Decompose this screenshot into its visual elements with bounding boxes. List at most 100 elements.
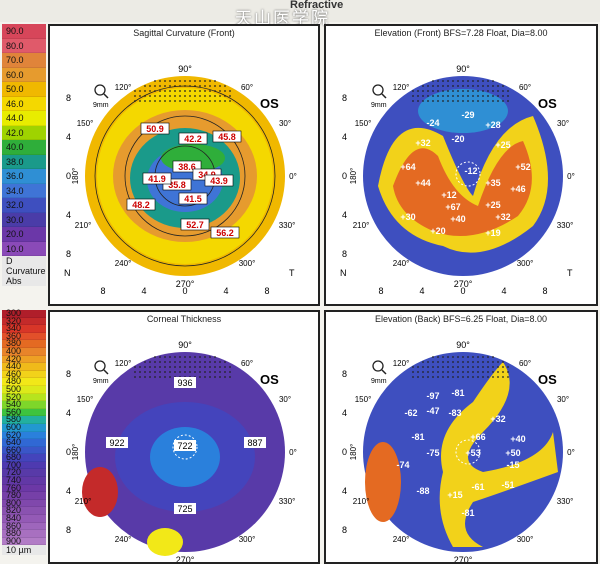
map-value: -24: [426, 118, 439, 128]
zoom-icon[interactable]: [372, 360, 387, 375]
x-tick: 4: [141, 286, 146, 296]
temporal-label: T: [289, 268, 295, 278]
zoom-icon[interactable]: [372, 84, 387, 99]
y-tick: 0: [66, 447, 71, 457]
nasal-label: N: [340, 268, 347, 278]
map-value: +15: [447, 490, 462, 500]
scale-value: 36.0: [2, 169, 46, 184]
value-box: [204, 174, 234, 187]
scale-value: 840: [2, 514, 46, 523]
dot-pattern: [134, 80, 231, 102]
map-value: -20: [451, 134, 464, 144]
angle-label: 270°: [176, 279, 195, 289]
value-box: [178, 192, 208, 205]
map-value: 725: [177, 504, 192, 514]
y-tick: 8: [66, 369, 71, 379]
angle-label: 330°: [557, 497, 574, 506]
scale-label: Curvature: [2, 266, 46, 276]
curvature-color-scale: 90.0 80.0 70.0 60.0 50.0 46.0 44.0 42.0 40.0 38.0…: [2, 24, 46, 286]
scale-value: 560: [2, 407, 46, 417]
map-zone: [82, 467, 118, 517]
map-value: -83: [448, 408, 461, 418]
angle-label: 90°: [178, 340, 192, 350]
map-value: 56.2: [216, 228, 234, 238]
map-value: +30: [400, 212, 415, 222]
map-value: 38.6: [178, 162, 196, 172]
zoom-label: 9mm: [371, 102, 387, 109]
zoom-icon[interactable]: [94, 360, 109, 375]
scale-value: 680: [2, 453, 46, 462]
map-value: -81: [461, 508, 474, 518]
header-title: Refractive: [290, 0, 344, 11]
scale-value: 420: [2, 354, 46, 364]
scale-value: 40.0: [2, 140, 46, 155]
map-value: +35: [485, 178, 500, 188]
scale-value: 34.0: [2, 183, 46, 198]
angle-label: 180°: [71, 168, 80, 185]
scale-value: 440: [2, 362, 46, 371]
angle-label: 210°: [75, 221, 92, 230]
map-value: -81: [451, 388, 464, 398]
scale-value: 60.0: [2, 67, 46, 82]
scale-value: 20.0: [2, 227, 46, 242]
panel-sagittal[interactable]: Sagittal Curvature (Front) 90° 270° 120° 60…: [48, 24, 320, 306]
map-value: +40: [510, 434, 525, 444]
map-value: 41.9: [148, 174, 166, 184]
angle-label: 210°: [75, 497, 92, 506]
x-tick: 8: [100, 286, 105, 296]
zoom-icon[interactable]: [94, 84, 109, 99]
value-box: [174, 503, 196, 514]
map-value: -62: [404, 408, 417, 418]
map-value: -12: [464, 166, 477, 176]
zoom-label: 9mm: [93, 378, 109, 385]
map-value: +53: [465, 448, 480, 458]
scale-value: 820: [2, 506, 46, 516]
x-tick: 4: [501, 286, 506, 296]
panel-title: Corneal Thickness: [146, 314, 222, 324]
angle-label: 180°: [349, 168, 358, 185]
angle-label: 300°: [517, 259, 534, 268]
panel-elevation-back[interactable]: Elevation (Back) BFS=6.25 Float, Dia=8.0…: [324, 310, 598, 564]
map-value: +19: [485, 228, 500, 238]
value-box: [180, 218, 210, 231]
angle-label: 120°: [393, 359, 410, 368]
x-tick: 0: [460, 286, 465, 296]
value-box: [174, 440, 196, 451]
y-tick: 4: [66, 210, 71, 220]
scale-value: 70.0: [2, 53, 46, 68]
scale-value: 740: [2, 476, 46, 485]
y-tick: 8: [342, 525, 347, 535]
panel-elevation-front[interactable]: Elevation (Front) BFS=7.28 Float, Dia=8.…: [324, 24, 598, 306]
panel-thickness[interactable]: Corneal Thickness 90° 270° 120° 60° 150° 30° 2…: [48, 310, 320, 564]
scale-value: 10.0: [2, 241, 46, 256]
map-zone: [439, 362, 558, 547]
y-tick: 8: [342, 249, 347, 259]
angle-label: 210°: [353, 221, 370, 230]
thickness-map: 90° 270° 120° 60° 150° 30° 210° 330° 240° 300° 180…: [66, 340, 297, 562]
angle-label: 270°: [176, 555, 195, 562]
angle-label: 120°: [115, 83, 132, 92]
panel-title: Elevation (Back) BFS=6.25 Float, Dia=8.0…: [374, 314, 548, 324]
header-strip: Refractive 天山医学院: [0, 0, 600, 28]
scale-value: 780: [2, 491, 46, 500]
y-tick: 4: [66, 486, 71, 496]
eye-label: OS: [538, 96, 557, 111]
angle-label: 240°: [115, 535, 132, 544]
eye-label: OS: [260, 372, 279, 387]
x-tick: 0: [182, 286, 187, 296]
scale-value: 640: [2, 438, 46, 447]
scale-label: 10 µm: [2, 545, 46, 556]
value-box: [178, 132, 208, 145]
watermark: 天山医学院: [235, 9, 330, 28]
scale-value: 42.0: [2, 125, 46, 140]
map-value: +28: [485, 120, 500, 130]
x-tick: 8: [264, 286, 269, 296]
pupil-ring: [455, 161, 481, 187]
angle-label: 60°: [241, 83, 253, 92]
map-value: 722: [177, 441, 192, 451]
scale-value: 620: [2, 430, 46, 440]
angle-label: 240°: [393, 535, 410, 544]
angle-label: 150°: [355, 395, 372, 404]
dot-pattern: [412, 356, 509, 378]
map-value: +32: [415, 138, 430, 148]
